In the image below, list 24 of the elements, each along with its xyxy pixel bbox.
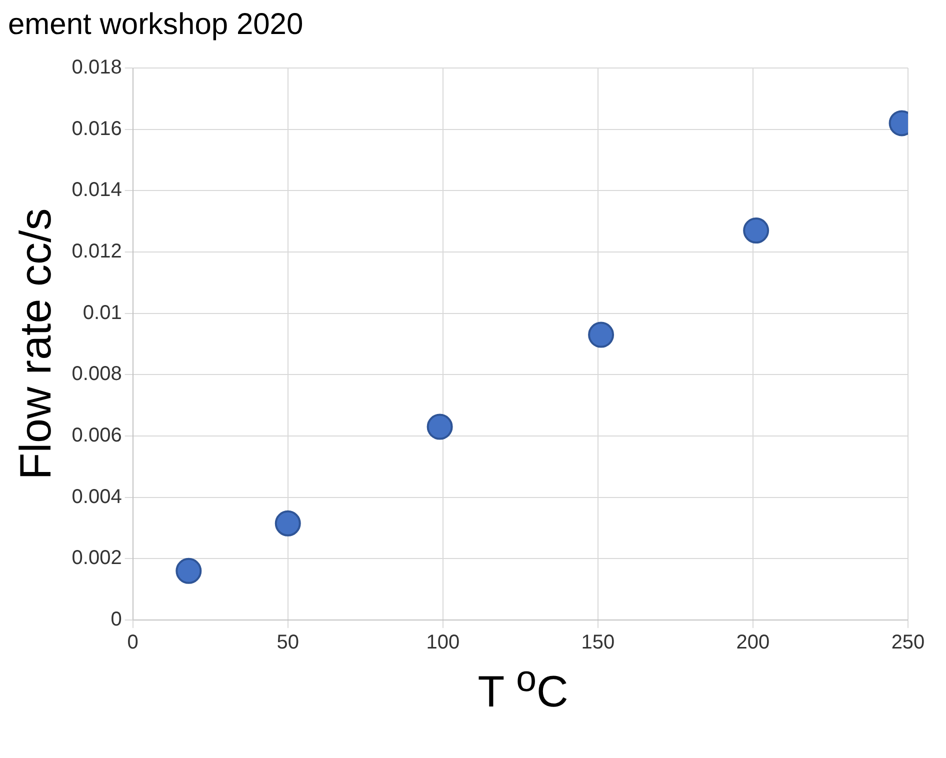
y-tick-label: 0.004	[72, 486, 122, 508]
y-tick-label: 0.014	[72, 179, 122, 202]
y-tick-label: 0.016	[72, 118, 122, 140]
x-tick-label: 50	[276, 632, 300, 654]
point	[426, 414, 453, 440]
point	[274, 510, 301, 536]
y-tick-label: 0.008	[72, 363, 122, 386]
x-tick-label: 100	[426, 632, 460, 654]
point	[176, 558, 202, 584]
x-tick-label: 200	[736, 632, 770, 654]
x-axis-title: T $^{o}$C	[476, 658, 570, 718]
point	[588, 322, 614, 348]
y-tick-label: 0.012	[72, 240, 122, 263]
y-tick-label: 0.018	[72, 56, 122, 79]
x-tick-label: 0	[127, 632, 138, 654]
y-tick-label: 0.002	[72, 547, 122, 570]
y-tick-label: 0.01	[82, 302, 122, 324]
y-axis-title: Flow rate cc/s	[12, 208, 61, 480]
x-tick-label: 150	[581, 632, 615, 654]
y-tick-label: 0	[110, 608, 122, 631]
text: ement workshop 2020	[8, 8, 304, 43]
y-tick-label: 0.006	[72, 424, 122, 447]
point	[743, 218, 770, 244]
x-tick-label: 250	[891, 632, 925, 654]
